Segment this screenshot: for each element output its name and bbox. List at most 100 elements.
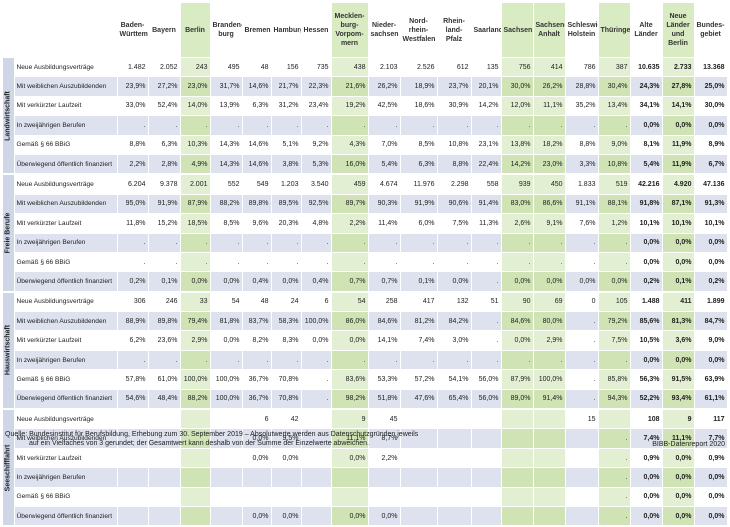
column-header: Sachsen- Anhalt bbox=[533, 3, 566, 58]
header-blank bbox=[3, 3, 15, 58]
table-cell: 42.216 bbox=[630, 174, 663, 195]
row-label: Gemäß § 66 BBiG bbox=[14, 252, 118, 273]
table-cell: 0,0% bbox=[630, 487, 663, 507]
table-cell: 21,7% bbox=[271, 76, 302, 97]
region-label-cell: Seeschifffahrt bbox=[3, 409, 15, 527]
table-cell: 100,0% bbox=[301, 311, 332, 332]
table-cell: 0,7% bbox=[331, 271, 369, 293]
credit: BIBB-Datenreport 2020 bbox=[652, 441, 725, 448]
table-cell: 0,1% bbox=[400, 271, 438, 293]
table-cell: 10,3% bbox=[180, 135, 211, 155]
table-cell: . bbox=[400, 233, 438, 253]
table-cell: 18,9% bbox=[400, 76, 438, 97]
table-cell: . bbox=[400, 115, 438, 136]
table-cell: 105 bbox=[598, 291, 631, 313]
table-cell: . bbox=[180, 233, 211, 253]
table-row: In zweijährigen Berufen................ 0… bbox=[3, 233, 728, 253]
table-cell: 6 bbox=[301, 291, 332, 313]
table-body: Landwirtschaft Neue Ausbildungsverträge 1.… bbox=[3, 57, 728, 527]
table-row: Mit weiblichen Auszubildenden 95,0% 91,9% 8… bbox=[3, 194, 728, 215]
table-cell: . bbox=[180, 350, 211, 371]
table-cell: 6,2% bbox=[117, 330, 149, 351]
table-cell: 24,3% bbox=[630, 76, 663, 97]
column-header-line: Vorpom- bbox=[335, 31, 364, 38]
table-cell: 243 bbox=[180, 57, 211, 78]
table-cell: 81,3% bbox=[662, 311, 695, 332]
table-cell: . bbox=[148, 350, 181, 371]
table-cell: 56,0% bbox=[471, 369, 502, 390]
table-cell: 35,2% bbox=[565, 96, 599, 117]
table-cell: 0,0% bbox=[368, 506, 401, 527]
table-row: Gemäß § 66 BBiG. 0,0% 0,0% 0,0% bbox=[3, 487, 728, 507]
table-cell bbox=[301, 467, 332, 488]
source-line-1: Quelle: Bundesinstitut für Berufsbildung… bbox=[5, 431, 419, 438]
table-cell: 33,0% bbox=[117, 96, 149, 117]
table-cell: . bbox=[331, 252, 369, 273]
column-header-line: Nieder- bbox=[371, 22, 397, 29]
table-cell: . bbox=[598, 350, 631, 371]
table-cell: 0,0% bbox=[630, 350, 663, 371]
table-cell: 10,1% bbox=[662, 213, 695, 234]
table-cell: 90,6% bbox=[437, 194, 472, 215]
table-cell: . bbox=[117, 233, 149, 253]
table-cell: 88,9% bbox=[117, 311, 149, 332]
table-cell bbox=[437, 467, 472, 488]
table-cell: 90 bbox=[501, 291, 534, 313]
table-row: Mit weiblichen Auszubildenden 0,0% 9,5% 11,… bbox=[3, 428, 728, 449]
column-header-line: Westfalen bbox=[402, 35, 436, 43]
table-cell: . bbox=[301, 369, 332, 390]
table-cell: . bbox=[301, 233, 332, 253]
row-label: Überwiegend öffentlich finanziert bbox=[14, 506, 118, 527]
table-cell: 88,2% bbox=[180, 389, 211, 411]
table-cell: . bbox=[533, 233, 566, 253]
table-cell bbox=[437, 487, 472, 507]
column-header-line: Bayern bbox=[152, 26, 176, 34]
region-label: Freie Berufe bbox=[4, 212, 12, 254]
table-cell: 20,1% bbox=[471, 76, 502, 97]
table-cell bbox=[180, 448, 211, 469]
column-header-line: Länder bbox=[666, 22, 690, 29]
table-cell bbox=[210, 409, 243, 430]
table-cell: 2,9% bbox=[180, 330, 211, 351]
table-cell bbox=[210, 467, 243, 488]
table-cell: . bbox=[271, 252, 302, 273]
row-label: Neue Ausbildungsverträge bbox=[14, 174, 118, 195]
table-cell bbox=[565, 467, 599, 488]
table-cell: 450 bbox=[533, 174, 566, 195]
table-cell: . bbox=[368, 115, 401, 136]
table-cell: 0,0% bbox=[694, 350, 728, 371]
column-header-line: Mecklen- bbox=[334, 13, 365, 20]
table-cell: 2,6% bbox=[501, 213, 534, 234]
table-cell bbox=[437, 409, 472, 430]
table-cell bbox=[400, 428, 438, 449]
table-cell bbox=[471, 428, 502, 449]
table-row: In zweijährigen Berufen................ 0… bbox=[3, 115, 728, 136]
table-cell: 13,4% bbox=[598, 96, 631, 117]
table-cell bbox=[117, 428, 149, 449]
table-cell: . bbox=[400, 252, 438, 273]
table-cell bbox=[533, 487, 566, 507]
table-cell: . bbox=[501, 252, 534, 273]
column-header-line: Baden- bbox=[120, 22, 145, 29]
table-cell: 21,6% bbox=[331, 76, 369, 97]
table-cell: 20,3% bbox=[271, 213, 302, 234]
table-cell: 81,8% bbox=[210, 311, 243, 332]
table-cell bbox=[180, 467, 211, 488]
table-row: Gemäß § 66 BBiG 57,8% 61,0% 100,0% 100,0% 36,… bbox=[3, 369, 728, 390]
table-cell bbox=[400, 467, 438, 488]
table-cell: 45 bbox=[368, 409, 401, 430]
table-cell: 10,1% bbox=[694, 213, 728, 234]
table-cell: 93,4% bbox=[662, 389, 695, 411]
row-label: Mit verkürzter Laufzeit bbox=[14, 330, 118, 351]
table-cell: 0,0% bbox=[180, 271, 211, 293]
table-cell: 91,5% bbox=[662, 369, 695, 390]
column-header-line: Bundes- bbox=[696, 22, 725, 29]
table-cell bbox=[271, 487, 302, 507]
table-row: Mit verkürzter Laufzeit 11,8% 15,2% 18,5% 8,… bbox=[3, 213, 728, 234]
table-cell: 42,5% bbox=[368, 96, 401, 117]
table-cell: 0,0% bbox=[694, 115, 728, 136]
row-label: Gemäß § 66 BBiG bbox=[14, 135, 118, 155]
table-cell: 2,2% bbox=[331, 213, 369, 234]
column-header: Rhein-land-Pfalz bbox=[437, 3, 472, 58]
table-cell: 0,4% bbox=[301, 271, 332, 293]
